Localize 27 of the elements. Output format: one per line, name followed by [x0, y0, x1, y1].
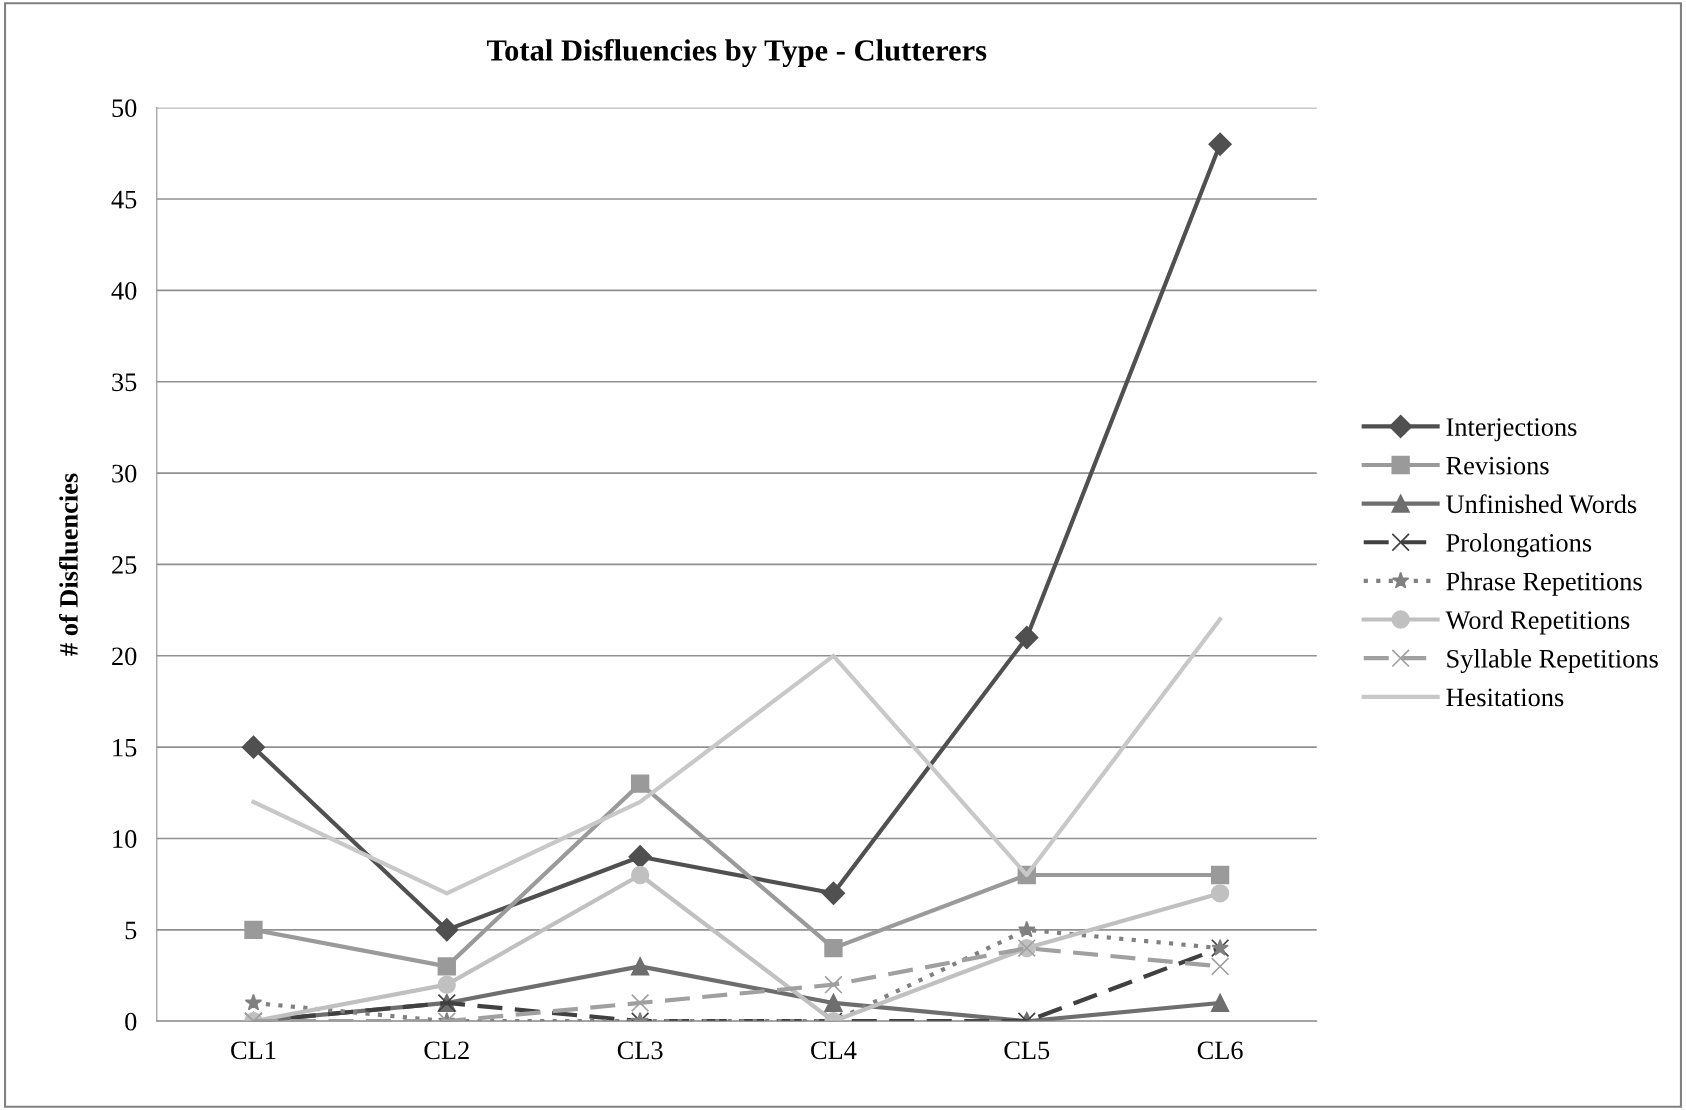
x-tick-label: CL2	[424, 1041, 469, 1060]
x-tick-label: CL6	[1197, 1041, 1243, 1060]
legend-label: Syllable Repetitions	[1447, 649, 1658, 674]
y-tick-label: 10	[113, 830, 137, 848]
y-tick-label: 25	[112, 556, 137, 574]
chart-title: Total Disfluencies by Type - Clutterers	[486, 38, 987, 68]
y-tick-label: 0	[125, 1012, 137, 1031]
legend-label: Unfinished Words	[1446, 494, 1637, 514]
x-tick-label: CL1	[231, 1041, 276, 1060]
y-tick-label: 5	[125, 921, 137, 940]
y-tick-label: 45	[111, 190, 137, 209]
y-tick-label: 50	[112, 99, 137, 118]
legend-label: Phrase Repetitions	[1446, 571, 1642, 596]
legend-label: Prolongations	[1446, 533, 1592, 558]
y-tick-label: 30	[112, 464, 137, 483]
y-axis-title: # of Disfluencies	[58, 473, 78, 656]
y-tick-label: 35	[112, 373, 137, 392]
x-tick-label: CL4	[811, 1041, 857, 1060]
legend-label: Hesitations	[1446, 688, 1564, 707]
legend-label: Interjections	[1446, 418, 1577, 442]
x-tick-label: CL3	[617, 1041, 663, 1060]
legend-label: Revisions	[1446, 456, 1549, 475]
x-tick-label: CL5	[1004, 1041, 1050, 1060]
legend-label: Word Repetitions	[1445, 610, 1630, 635]
y-tick-label: 40	[111, 281, 137, 300]
y-tick-label: 15	[113, 738, 137, 757]
y-tick-label: 20	[112, 647, 137, 666]
